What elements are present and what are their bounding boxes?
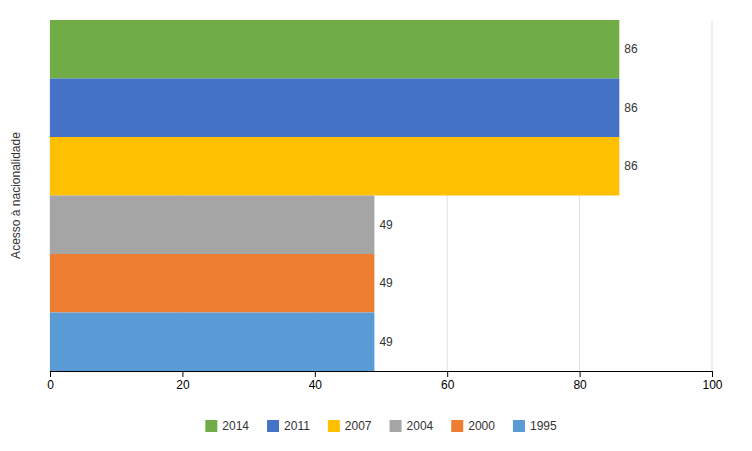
legend-item: 1995 <box>513 419 557 433</box>
x-tick-label: 80 <box>573 378 587 392</box>
bar <box>50 313 374 372</box>
x-tick: 40 <box>309 371 323 392</box>
chart: 0 20 40 60 80 100 86 86 86 49 49 49 Acesso à naciona… <box>0 0 752 451</box>
x-tick-label: 40 <box>309 378 323 392</box>
data-labels: 86 86 86 49 49 49 <box>379 42 638 349</box>
bars <box>50 20 619 371</box>
legend-item: 2007 <box>328 419 372 433</box>
data-label: 49 <box>379 276 393 290</box>
legend-swatch <box>513 420 525 432</box>
x-axis-line <box>51 372 713 378</box>
x-tick: 20 <box>176 371 190 392</box>
data-label: 86 <box>624 101 638 115</box>
x-tick-mark <box>580 371 581 377</box>
bar <box>50 137 619 196</box>
legend-label: 2000 <box>468 419 495 433</box>
legend-item: 2011 <box>267 419 310 433</box>
x-tick-mark <box>50 371 51 377</box>
x-tick: 0 <box>47 371 54 392</box>
bar <box>50 20 619 79</box>
legend-label: 1995 <box>530 419 557 433</box>
data-label: 86 <box>624 159 638 173</box>
data-label: 49 <box>379 218 393 232</box>
grid-line <box>712 20 713 371</box>
x-tick-label: 100 <box>702 378 722 392</box>
x-tick-mark <box>447 371 448 377</box>
x-axis: 0 20 40 60 80 100 <box>47 371 723 392</box>
x-tick-label: 0 <box>47 378 54 392</box>
grid <box>50 20 712 371</box>
bar <box>50 254 374 313</box>
legend-item: 2004 <box>390 419 434 433</box>
data-label: 86 <box>624 42 638 56</box>
legend-swatch <box>451 420 463 432</box>
legend-swatch <box>390 420 402 432</box>
x-tick: 80 <box>573 371 587 392</box>
y-axis-label: Acesso à nacionalidade <box>9 132 23 259</box>
legend-label: 2007 <box>345 419 372 433</box>
bar <box>50 79 619 138</box>
legend-label: 2004 <box>407 419 434 433</box>
legend: 2014 2011 2007 2004 2000 1995 <box>205 419 557 433</box>
x-tick-mark <box>315 371 316 377</box>
legend-label: 2011 <box>284 419 310 433</box>
legend-item: 2000 <box>451 419 495 433</box>
legend-swatch <box>267 420 279 432</box>
legend-swatch <box>205 420 217 432</box>
legend-swatch <box>328 420 340 432</box>
plot-area: 0 20 40 60 80 100 86 86 86 49 49 49 <box>47 20 723 392</box>
bar <box>50 196 374 255</box>
x-tick-mark <box>182 371 183 377</box>
x-tick: 100 <box>702 371 722 392</box>
data-label: 49 <box>379 335 393 349</box>
x-tick-mark <box>712 371 713 377</box>
legend-label: 2014 <box>222 419 249 433</box>
legend-item: 2014 <box>205 419 249 433</box>
x-tick-label: 20 <box>176 378 190 392</box>
x-tick-label: 60 <box>441 378 455 392</box>
x-tick: 60 <box>441 371 455 392</box>
